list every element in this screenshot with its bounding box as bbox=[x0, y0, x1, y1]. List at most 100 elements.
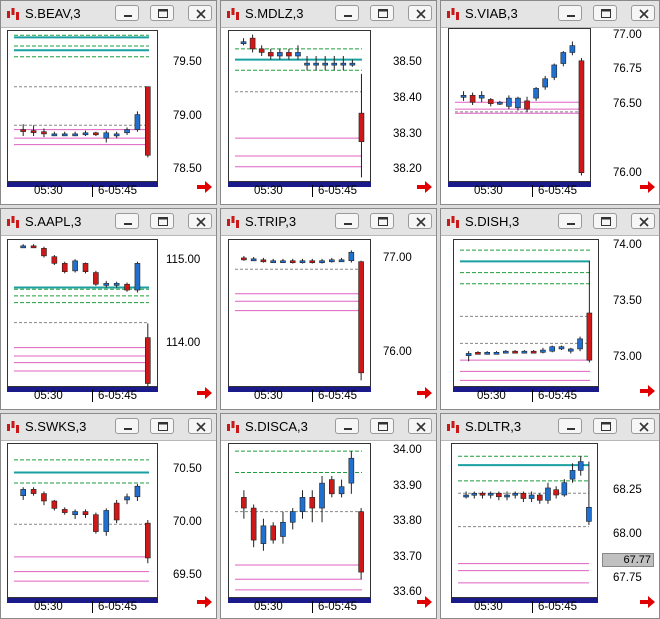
scroll-right-arrow-icon[interactable] bbox=[640, 385, 656, 397]
chart-window-2[interactable]: S.MDLZ,3 38.50 38.40 38.30 38.20 05:30 6-05:45 bbox=[220, 0, 437, 205]
candle bbox=[61, 261, 68, 274]
candlestick-chart bbox=[235, 34, 365, 178]
maximize-button[interactable] bbox=[593, 5, 617, 21]
close-icon bbox=[639, 9, 649, 19]
maximize-button[interactable] bbox=[370, 213, 394, 229]
candle bbox=[465, 351, 472, 362]
candle bbox=[528, 491, 535, 503]
maximize-icon bbox=[601, 9, 611, 18]
chart-plot-area[interactable] bbox=[228, 30, 371, 182]
chart-plot-area[interactable] bbox=[7, 239, 158, 387]
maximize-button[interactable] bbox=[370, 5, 394, 21]
chart-plot-area[interactable] bbox=[228, 443, 371, 598]
minimize-button[interactable] bbox=[558, 418, 582, 434]
title-bar[interactable]: S.DISCA,3 bbox=[221, 414, 436, 441]
candle bbox=[61, 131, 68, 137]
minimize-button[interactable] bbox=[335, 418, 359, 434]
scroll-right-arrow-icon[interactable] bbox=[197, 387, 213, 399]
maximize-button[interactable] bbox=[150, 418, 174, 434]
minimize-button[interactable] bbox=[115, 418, 139, 434]
time-axis-label: 6-05:45 bbox=[318, 601, 358, 613]
chart-plot-area[interactable] bbox=[7, 443, 158, 598]
time-axis-label: 6-05:45 bbox=[538, 185, 578, 197]
chart-window-3[interactable]: S.VIAB,3 77.00 76.75 76.50 76.00 05:30 6-05:45 bbox=[440, 0, 660, 205]
maximize-button[interactable] bbox=[593, 418, 617, 434]
candle bbox=[280, 258, 286, 264]
chart-window-6[interactable]: S.DISH,3 74.00 73.50 73.00 05:30 6-05:45 bbox=[440, 208, 660, 410]
candlestick-chart bbox=[14, 459, 151, 582]
close-button[interactable] bbox=[188, 5, 212, 21]
chart-window-9[interactable]: S.DLTR,3 68.25 68.00 67.75 05:30 6-05:45 bbox=[440, 413, 660, 619]
candle bbox=[349, 59, 356, 67]
chart-plot-area[interactable] bbox=[7, 30, 158, 182]
maximize-button[interactable] bbox=[370, 418, 394, 434]
close-button[interactable] bbox=[408, 418, 432, 434]
candle bbox=[41, 246, 47, 258]
maximize-button[interactable] bbox=[593, 213, 617, 229]
close-button[interactable] bbox=[631, 213, 655, 229]
title-bar[interactable]: S.BEAV,3 bbox=[1, 1, 216, 28]
scroll-right-arrow-icon[interactable] bbox=[417, 387, 433, 399]
scroll-right-arrow-icon[interactable] bbox=[417, 181, 433, 193]
maximize-button[interactable] bbox=[150, 213, 174, 229]
price-axis-label: 79.50 bbox=[173, 56, 202, 69]
candle bbox=[497, 100, 503, 105]
time-axis-label: 6-05:45 bbox=[538, 601, 578, 613]
title-bar[interactable]: S.VIAB,3 bbox=[441, 1, 659, 28]
chart-window-5[interactable]: S.TRIP,3 77.00 76.00 05:30 6-05:45 bbox=[220, 208, 437, 410]
minimize-button[interactable] bbox=[335, 213, 359, 229]
chart-window-1[interactable]: S.BEAV,3 79.50 79.00 78.50 05:30 6-05:45 bbox=[0, 0, 217, 205]
title-bar[interactable]: S.TRIP,3 bbox=[221, 209, 436, 236]
time-axis-bar bbox=[453, 387, 599, 392]
close-button[interactable] bbox=[188, 213, 212, 229]
minimize-button[interactable] bbox=[558, 5, 582, 21]
title-bar[interactable]: S.MDLZ,3 bbox=[221, 1, 436, 28]
title-bar[interactable]: S.AAPL,3 bbox=[1, 209, 216, 236]
candle bbox=[502, 350, 509, 354]
minimize-button[interactable] bbox=[558, 213, 582, 229]
candle bbox=[241, 490, 247, 519]
scroll-right-arrow-icon[interactable] bbox=[197, 596, 213, 608]
candle bbox=[286, 48, 292, 60]
title-bar[interactable]: S.SWKS,3 bbox=[1, 414, 216, 441]
candle bbox=[479, 491, 486, 499]
candle bbox=[277, 48, 283, 60]
candle bbox=[536, 493, 543, 504]
close-button[interactable] bbox=[631, 418, 655, 434]
close-button[interactable] bbox=[188, 418, 212, 434]
price-axis-label: 114.00 bbox=[166, 337, 201, 350]
minimize-button[interactable] bbox=[335, 5, 359, 21]
scroll-right-arrow-icon[interactable] bbox=[640, 596, 656, 608]
chart-window-8[interactable]: S.DISCA,3 34.00 33.90 33.80 33.70 33.60 05:30 6… bbox=[220, 413, 437, 619]
minimize-button[interactable] bbox=[115, 213, 139, 229]
candle bbox=[72, 131, 78, 137]
title-bar[interactable]: S.DISH,3 bbox=[441, 209, 659, 236]
close-button[interactable] bbox=[408, 5, 432, 21]
maximize-button[interactable] bbox=[150, 5, 174, 21]
title-bar[interactable]: S.DLTR,3 bbox=[441, 414, 659, 441]
close-button[interactable] bbox=[408, 213, 432, 229]
chart-plot-area[interactable] bbox=[453, 239, 599, 387]
chart-window-7[interactable]: S.SWKS,3 70.50 70.00 69.50 05:30 6-05:45 bbox=[0, 413, 217, 619]
scroll-right-arrow-icon[interactable] bbox=[640, 181, 656, 193]
chart-plot-area[interactable] bbox=[451, 443, 598, 598]
chart-plot-area[interactable] bbox=[448, 28, 591, 182]
candle bbox=[313, 56, 319, 71]
candlestick-chart-icon bbox=[447, 8, 459, 20]
candle bbox=[319, 476, 325, 523]
scroll-right-arrow-icon[interactable] bbox=[417, 596, 433, 608]
close-icon bbox=[196, 217, 206, 227]
candle bbox=[30, 244, 37, 249]
candlestick-chart-icon bbox=[7, 8, 19, 20]
price-axis-label: 76.00 bbox=[613, 167, 642, 180]
chart-window-4[interactable]: S.AAPL,3 115.00 114.00 05:30 6-05:45 bbox=[0, 208, 217, 410]
minimize-button[interactable] bbox=[115, 5, 139, 21]
candle bbox=[30, 125, 37, 136]
candle bbox=[124, 127, 130, 135]
close-button[interactable] bbox=[631, 5, 655, 21]
scroll-right-arrow-icon[interactable] bbox=[197, 181, 213, 193]
close-icon bbox=[416, 9, 426, 19]
time-separator bbox=[92, 390, 93, 402]
price-axis-label: 70.50 bbox=[173, 463, 202, 476]
chart-plot-area[interactable] bbox=[228, 239, 371, 387]
